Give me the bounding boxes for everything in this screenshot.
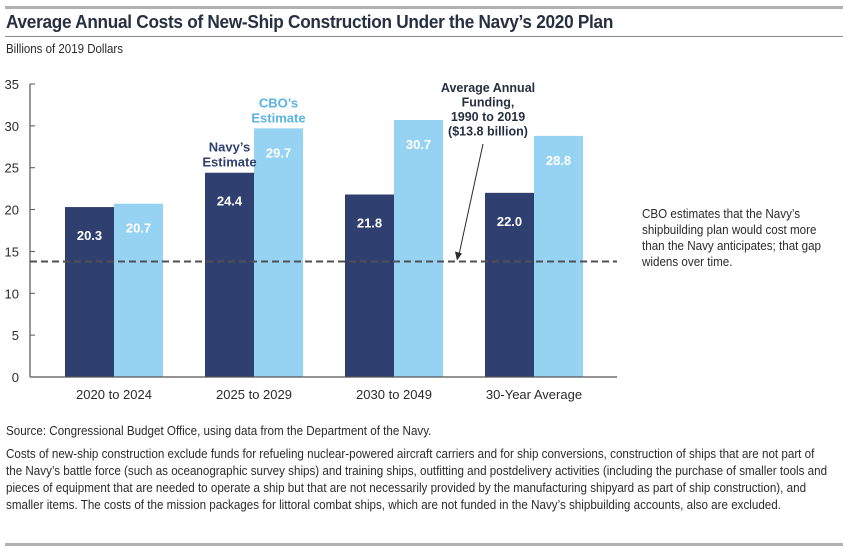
labels-layer: 20.3 20.7 2020 to 2024 24.4 29.7 2025 to 2029…: [76, 81, 582, 402]
y-tick-label: 0: [12, 370, 19, 385]
footnote: Costs of new-ship construction exclude f…: [6, 447, 828, 512]
navy-series-label: Estimate: [202, 155, 256, 170]
bars-layer: [65, 119, 583, 378]
y-tick-label: 15: [5, 244, 19, 259]
category-label: 2030 to 2049: [356, 387, 432, 402]
navy-value-label: 24.4: [217, 194, 243, 209]
source-note: Source: Congressional Budget Office, usi…: [6, 424, 432, 438]
top-rule: [5, 6, 843, 9]
category-label: 30-Year Average: [486, 387, 582, 402]
navy-estimate-bar: [345, 194, 394, 377]
reference-annotation-line: ($13.8 billion): [448, 125, 528, 139]
cbo-estimate-bar: [534, 135, 583, 377]
y-tick-label: 30: [5, 119, 19, 134]
chart-title: Average Annual Costs of New-Ship Constru…: [6, 11, 614, 32]
category-label: 2020 to 2024: [76, 387, 152, 402]
axes-layer: 0 5 10 15 20 25 30 35: [5, 77, 617, 385]
y-tick-label: 20: [5, 203, 19, 218]
navy-series-label: Navy’s: [209, 140, 250, 155]
navy-value-label: 20.3: [77, 228, 102, 243]
cbo-value-label: 20.7: [126, 221, 151, 236]
navy-value-label: 22.0: [497, 214, 522, 229]
cbo-estimate-bar: [114, 203, 163, 377]
cbo-series-label: Estimate: [251, 110, 305, 125]
reference-annotation-line: Funding,: [462, 96, 515, 110]
cbo-value-label: 30.7: [406, 137, 431, 152]
y-axis-units-label: Billions of 2019 Dollars: [6, 42, 123, 56]
y-tick-label: 5: [12, 328, 19, 343]
annotation-arrow-shaft: [458, 143, 484, 255]
cbo-series-label: CBO’s: [259, 95, 298, 110]
y-tick-label: 10: [5, 286, 19, 301]
cbo-estimate-bar: [254, 128, 303, 377]
navy-estimate-bar: [205, 172, 254, 377]
reference-annotation-line: 1990 to 2019: [451, 110, 525, 124]
cbo-value-label: 29.7: [266, 145, 291, 160]
category-label: 2025 to 2029: [216, 387, 292, 402]
bottom-rule: [5, 543, 843, 546]
cbo-estimate-bar: [394, 119, 443, 378]
navy-estimate-bar: [485, 192, 534, 377]
y-tick-label: 35: [5, 77, 19, 92]
navy-value-label: 21.8: [357, 216, 382, 231]
annotation-arrow-head: [455, 251, 462, 261]
title-divider: [5, 36, 843, 37]
cbo-value-label: 28.8: [546, 153, 571, 168]
navy-estimate-bar: [65, 207, 114, 377]
side-note: CBO estimates that the Navy’s shipbuildi…: [642, 207, 822, 269]
y-tick-label: 25: [5, 161, 19, 176]
reference-annotation-line: Average Annual: [441, 81, 535, 95]
